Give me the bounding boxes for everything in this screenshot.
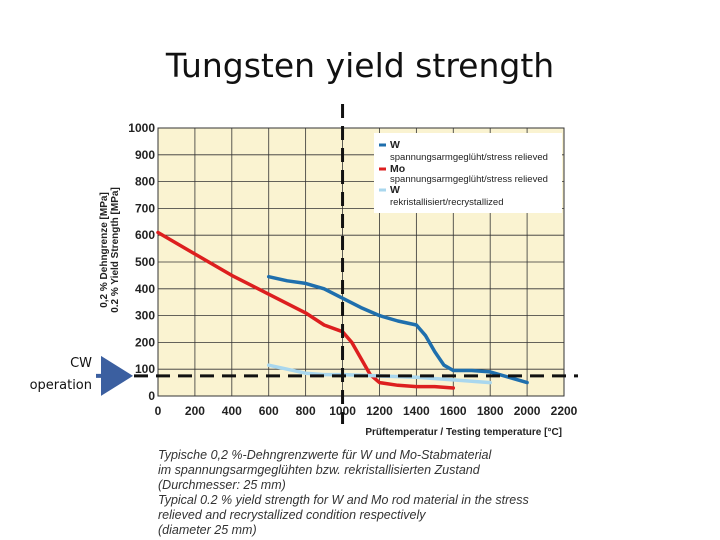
legend-name-w-stress: W	[390, 139, 400, 151]
data-point	[471, 369, 473, 372]
data-point	[268, 276, 270, 278]
y-tick-label: 300	[135, 309, 155, 323]
caption-line: Typical 0.2 % yield strength for W and M…	[158, 493, 529, 507]
data-point	[360, 307, 362, 309]
x-tick-label: 2200	[551, 404, 578, 418]
x-axis-label: Prüftemperatur / Testing temperature [°C…	[365, 427, 562, 438]
y-tick-label: 100	[135, 362, 155, 376]
caption-line: (diameter 25 mm)	[158, 523, 257, 537]
x-tick-label: 800	[296, 404, 316, 418]
legend-name-mo-stress: Mo	[390, 163, 405, 175]
legend: W spannungsarmgeglüht/stress relieved Mo…	[374, 133, 562, 213]
data-point	[489, 371, 491, 373]
data-point	[489, 382, 491, 384]
data-point	[305, 312, 307, 314]
data-point	[268, 364, 270, 366]
caption-line: (Durchmesser: 25 mm)	[158, 478, 286, 492]
x-tick-label: 1600	[440, 404, 467, 418]
data-point	[194, 253, 196, 255]
y-tick-label: 500	[135, 255, 155, 269]
data-point	[415, 324, 417, 326]
y-tick-label: 0	[148, 389, 155, 403]
data-point	[305, 372, 307, 374]
data-point	[443, 364, 445, 366]
y-axis-label-de: 0,2 % Dehngrenze [MPa]	[99, 192, 110, 308]
data-point	[286, 368, 288, 370]
data-point	[378, 382, 381, 384]
data-point	[351, 341, 353, 343]
x-tick-label: 400	[222, 404, 242, 418]
y-tick-label: 800	[135, 175, 155, 189]
data-point	[378, 315, 381, 317]
data-point	[434, 386, 436, 388]
plot-frame	[157, 127, 565, 397]
x-tick-label: 2000	[514, 404, 541, 418]
data-point	[360, 357, 362, 360]
data-point	[157, 231, 159, 234]
data-point	[452, 387, 454, 389]
data-point	[286, 280, 288, 282]
y-tick-label: 700	[135, 201, 155, 215]
data-point	[341, 297, 344, 299]
y-tick-label: 900	[135, 148, 155, 162]
data-point	[526, 382, 528, 384]
data-point	[397, 320, 399, 322]
y-tick-label: 1000	[128, 121, 155, 135]
data-point	[434, 351, 436, 353]
data-point	[397, 384, 399, 386]
legend-box	[374, 133, 562, 213]
cw-label: CW	[70, 356, 92, 371]
caption-line: im spannungsarmgeglühten bzw. rekristall…	[158, 463, 481, 477]
data-point	[452, 369, 454, 372]
caption-line: Typische 0,2 %-Dehngrenzwerte für W und …	[158, 448, 492, 462]
x-tick-label: 200	[185, 404, 205, 418]
slide-title: Tungsten yield strength	[165, 46, 555, 85]
data-point	[415, 386, 417, 388]
x-tick-label: 1800	[477, 404, 504, 418]
legend-desc-w-recryst: rekristallisiert/recrystallized	[390, 197, 504, 208]
data-point	[305, 282, 307, 284]
x-tick-label: 600	[259, 404, 279, 418]
x-tick-label: 1400	[403, 404, 430, 418]
data-point	[452, 379, 454, 381]
legend-desc-mo-stress: spannungsarmgeglüht/stress relieved	[390, 174, 548, 185]
y-tick-label: 200	[135, 335, 155, 349]
y-tick-label: 400	[135, 282, 155, 296]
y-tick-label: 600	[135, 228, 155, 242]
data-point	[415, 376, 417, 378]
data-point	[231, 274, 233, 276]
legend-desc-w-stress: spannungsarmgeglüht/stress relieved	[390, 152, 548, 163]
data-point	[323, 324, 325, 326]
data-point	[323, 288, 325, 290]
y-axis-label-en: 0.2 % Yield Strength [MPa]	[110, 187, 121, 313]
x-tick-label: 0	[155, 404, 162, 418]
data-point	[425, 335, 427, 337]
data-point	[268, 293, 270, 295]
caption: Typische 0,2 %-Dehngrenzwerte für W und …	[158, 448, 529, 537]
caption-line: relieved and recrystallized condition re…	[158, 508, 426, 522]
x-tick-label: 1000	[329, 404, 356, 418]
x-tick-label: 1200	[366, 404, 393, 418]
legend-name-w-recryst: W	[390, 184, 400, 196]
operation-label: operation	[30, 378, 92, 393]
